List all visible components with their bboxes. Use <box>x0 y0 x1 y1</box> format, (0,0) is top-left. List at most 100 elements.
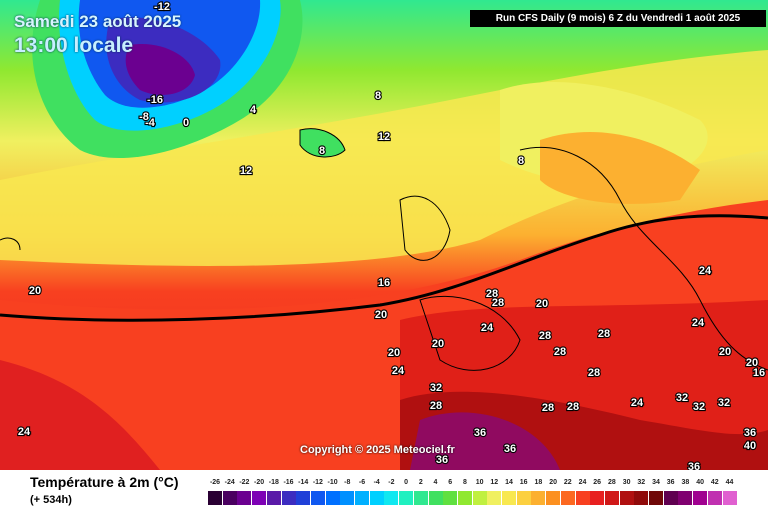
isotherm-label: 8 <box>518 155 524 167</box>
scale-tick: 18 <box>534 479 543 486</box>
isotherm-label: 8 <box>319 145 325 157</box>
scale-tick: 12 <box>490 479 499 486</box>
scale-tick: -20 <box>254 479 265 486</box>
isotherm-label: 36 <box>744 427 756 439</box>
temperature-map: -12 -16 -8 -4 0 4 8 8 12 12 8 16 20 20 20 20 20 24 24 24 24 2… <box>0 0 768 470</box>
isotherm-label: 32 <box>430 382 442 394</box>
scale-tick: 20 <box>549 479 557 486</box>
color-scale: -26 -24 -22 -20 -18 -16 -14 -12 -10 -8 -6 -4 -2 0 2 4 6 8… <box>208 479 740 509</box>
scale-swatch <box>678 491 693 505</box>
scale-tick: -6 <box>358 479 366 486</box>
scale-tick: 34 <box>652 479 660 486</box>
isotherm-label: 0 <box>183 117 189 129</box>
scale-swatch <box>487 491 502 505</box>
scale-tick: -12 <box>312 479 323 486</box>
scale-tick: -24 <box>224 479 235 486</box>
isotherm-label: 36 <box>436 454 448 466</box>
isotherm-label: -8 <box>139 111 149 123</box>
scale-swatch <box>310 491 325 505</box>
scale-tick: 2 <box>418 479 423 486</box>
scale-tick: 32 <box>637 479 646 486</box>
scale-swatch <box>663 491 678 505</box>
scale-swatch <box>531 491 546 505</box>
isotherm-label: 32 <box>676 392 688 404</box>
scale-tick: 14 <box>505 479 513 486</box>
isotherm-label: 4 <box>250 104 257 116</box>
scale-swatch <box>413 491 428 505</box>
legend-subtitle: (+ 534h) <box>30 494 72 506</box>
scale-tick: 24 <box>578 479 587 486</box>
isotherm-label: 24 <box>692 317 705 329</box>
scale-swatch <box>428 491 443 505</box>
scale-swatch <box>693 491 708 505</box>
legend-bar: Température à 2m (°C) (+ 534h) -26 -24 -22… <box>0 470 768 512</box>
scale-swatch <box>281 491 296 505</box>
forecast-time: 13:00 locale <box>14 34 134 57</box>
isotherm-label: 28 <box>539 330 551 342</box>
scale-tick: -22 <box>239 479 250 486</box>
scale-tick: -2 <box>388 479 395 486</box>
isotherm-label: -16 <box>147 94 163 106</box>
run-info-banner: Run CFS Daily (9 mois) 6 Z du Vendredi 1… <box>470 10 766 27</box>
scale-tick: 16 <box>519 479 528 486</box>
isotherm-label: 28 <box>554 346 566 358</box>
scale-tick: 30 <box>622 479 631 486</box>
scale-tick: -16 <box>283 479 294 486</box>
scale-tick: -14 <box>298 479 309 486</box>
isotherm-label: 36 <box>688 461 700 470</box>
isotherm-label: 32 <box>693 401 705 413</box>
scale-swatch <box>399 491 414 505</box>
scale-tick: 22 <box>563 479 572 486</box>
scale-swatch <box>457 491 472 505</box>
extreme-hot-zone <box>410 412 560 470</box>
isotherm-label: 24 <box>631 397 644 409</box>
scale-swatch <box>252 491 267 505</box>
scale-swatch <box>722 491 737 505</box>
scale-swatch <box>325 491 340 505</box>
scale-swatch <box>355 491 369 505</box>
scale-swatch <box>266 491 281 505</box>
scale-swatch <box>237 491 252 505</box>
scale-swatch <box>472 491 487 505</box>
isotherm-label: 24 <box>481 322 494 334</box>
scale-tick: 36 <box>666 479 675 486</box>
isotherm-label: 36 <box>504 443 516 455</box>
scale-swatch <box>443 491 458 505</box>
isotherm-label: 20 <box>432 338 444 350</box>
scale-swatch <box>296 491 311 505</box>
isotherm-label: 28 <box>486 288 498 300</box>
scale-tick: -10 <box>327 479 338 486</box>
isotherm-label: 28 <box>588 367 600 379</box>
isotherm-label: 28 <box>598 328 610 340</box>
scale-tick: 8 <box>462 479 467 486</box>
isotherm-label: 16 <box>753 367 765 379</box>
isotherm-label: 20 <box>388 347 400 359</box>
isotherm-label: 24 <box>392 365 405 377</box>
scale-swatch <box>340 491 355 505</box>
scale-swatch <box>634 491 649 505</box>
isotherm-label: 28 <box>430 400 442 412</box>
scale-tick: -26 <box>209 479 221 486</box>
isotherm-label: 24 <box>18 426 31 438</box>
scale-tick: 10 <box>475 479 484 486</box>
scale-swatch <box>604 491 619 505</box>
scale-tick: -18 <box>268 479 279 486</box>
scale-tick: 40 <box>696 479 704 486</box>
isotherm-label: 24 <box>699 265 712 277</box>
isotherm-label: 20 <box>746 357 758 369</box>
scale-swatch <box>560 491 575 505</box>
isotherm-label: 36 <box>474 427 486 439</box>
isotherm-20 <box>0 214 768 322</box>
isotherm-label: -4 <box>145 117 156 129</box>
isotherm-label: 8 <box>375 90 381 102</box>
scale-swatch <box>384 491 399 505</box>
scale-tick: -8 <box>344 479 351 486</box>
copyright-text: Copyright © 2025 Meteociel.fr <box>300 444 455 456</box>
scale-swatch <box>575 491 590 505</box>
isotherm-label: 16 <box>378 277 390 289</box>
scale-tick: 26 <box>593 479 602 486</box>
isotherm-label: 20 <box>719 346 731 358</box>
scale-tick: -4 <box>373 479 380 486</box>
scale-swatch <box>516 491 531 505</box>
scale-swatch <box>502 491 516 505</box>
